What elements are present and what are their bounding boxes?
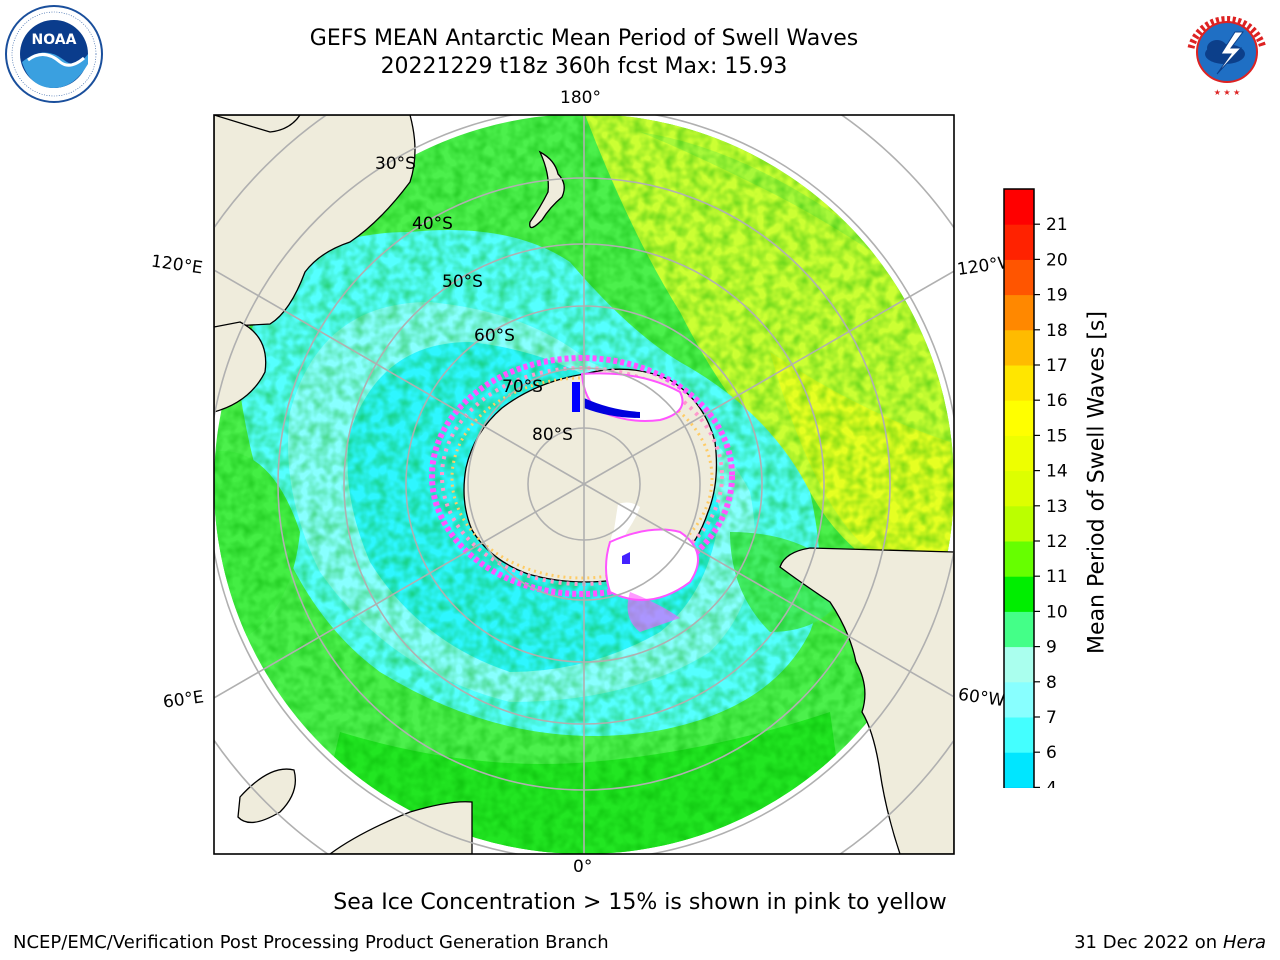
colorbar-tick-label: 16 xyxy=(1046,391,1068,411)
colorbar-tick-label: 13 xyxy=(1046,497,1068,517)
lat-label-30s: 30°S xyxy=(375,154,416,174)
colorbar-tick-label: 6 xyxy=(1046,743,1057,763)
graticule xyxy=(214,115,954,854)
colorbar-tick-label: 8 xyxy=(1046,673,1057,693)
colorbar-segment xyxy=(1004,224,1034,260)
colorbar-segment xyxy=(1004,752,1034,788)
colorbar-segment xyxy=(1004,646,1034,683)
lon-label-60e: 60°E xyxy=(161,687,206,713)
credit-date: 31 Dec 2022 on Hera xyxy=(1074,932,1266,953)
chart-title: GEFS MEAN Antarctic Mean Period of Swell… xyxy=(309,26,859,51)
colorbar-label: Mean Period of Swell Waves [s] xyxy=(1084,311,1110,654)
noaa-logo: NOAA xyxy=(5,5,103,103)
lon-label-0: 0° xyxy=(573,857,593,877)
colorbar-segment xyxy=(1004,505,1034,542)
colorbar-tick-label: 10 xyxy=(1046,602,1068,622)
colorbar-tick-label: 9 xyxy=(1046,638,1057,658)
colorbar-tick-label: 20 xyxy=(1046,250,1068,270)
colorbar-segment xyxy=(1004,541,1034,577)
lat-label-60s: 60°S xyxy=(474,326,515,346)
polar-map: 30°S 40°S 50°S 60°S 70°S 80°S xyxy=(213,114,955,855)
chart-subtitle: 20221229 t18z 360h fcst Max: 15.93 xyxy=(380,54,788,79)
lat-label-50s: 50°S xyxy=(442,272,483,292)
colorbar-segment xyxy=(1004,717,1034,753)
map-frame xyxy=(213,114,955,855)
lat-label-40s: 40°S xyxy=(412,214,453,234)
colorbar-segment xyxy=(1004,611,1034,648)
noaa-logo-text: NOAA xyxy=(32,32,77,48)
colorbar-segment xyxy=(1004,435,1034,472)
colorbar-tick-label: 19 xyxy=(1046,286,1068,306)
colorbar-segment xyxy=(1004,576,1034,612)
colorbar-tick-label: 21 xyxy=(1046,215,1068,235)
nws-logo: ★ ★ ★ xyxy=(1179,4,1275,100)
colorbar-segment xyxy=(1004,189,1034,225)
colorbar-segment xyxy=(1004,294,1034,331)
colorbar-segment xyxy=(1004,470,1034,507)
colorbar-tick-label: 17 xyxy=(1046,356,1068,376)
colorbar-tick-label: 12 xyxy=(1046,532,1068,552)
colorbar: 246789101112131415161718192021 xyxy=(1003,188,1068,788)
colorbar-tick-label: 11 xyxy=(1046,567,1068,587)
lon-label-120e: 120°E xyxy=(149,251,204,279)
lat-label-70s: 70°S xyxy=(502,377,543,397)
svg-text:★ ★ ★: ★ ★ ★ xyxy=(1214,88,1241,97)
credit-date-text: 31 Dec 2022 on xyxy=(1074,932,1218,953)
colorbar-tick-label: 15 xyxy=(1046,426,1068,446)
colorbar-tick-label: 18 xyxy=(1046,321,1068,341)
colorbar-tick-label: 14 xyxy=(1046,462,1068,482)
colorbar-segment xyxy=(1004,400,1034,436)
lat-label-80s: 80°S xyxy=(532,425,573,445)
credit-machine: Hera xyxy=(1222,932,1266,953)
colorbar-segment xyxy=(1004,259,1034,296)
credit-branch: NCEP/EMC/Verification Post Processing Pr… xyxy=(13,932,609,953)
colorbar-tick-label: 4 xyxy=(1046,778,1057,788)
colorbar-segment xyxy=(1004,329,1034,366)
colorbar-segment xyxy=(1004,365,1034,401)
lon-label-180: 180° xyxy=(560,88,601,108)
sea-ice-caption: Sea Ice Concentration > 15% is shown in … xyxy=(333,890,947,915)
lat-labels: 30°S 40°S 50°S 60°S 70°S 80°S xyxy=(375,154,573,445)
colorbar-tick-label: 7 xyxy=(1046,708,1057,728)
colorbar-segment xyxy=(1004,681,1034,718)
